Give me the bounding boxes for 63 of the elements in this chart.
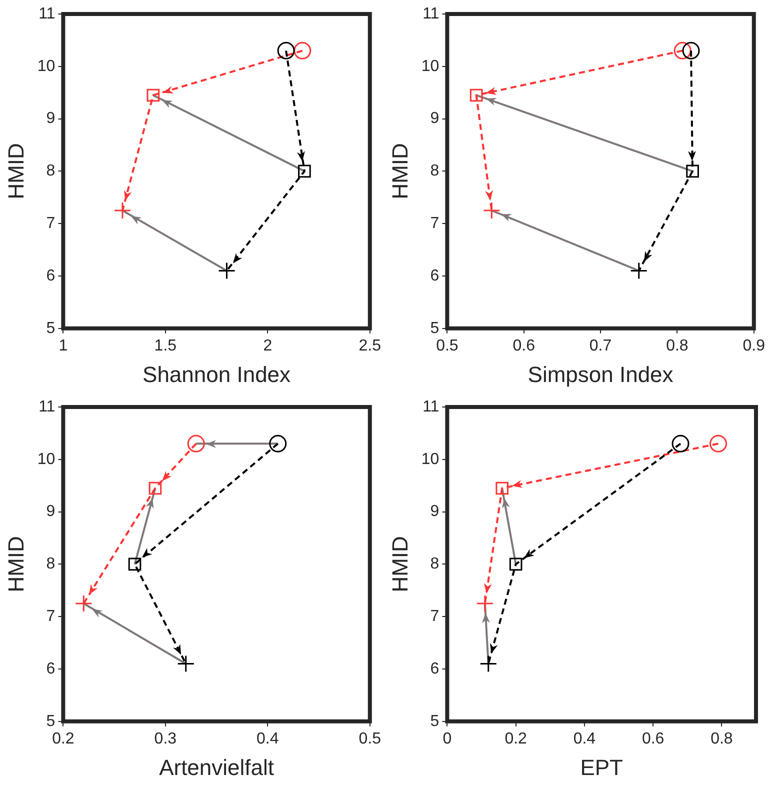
- y-tick-label: 9: [430, 110, 440, 128]
- y-tick-label: 5: [430, 712, 440, 730]
- x-tick-label: 2.5: [358, 337, 382, 354]
- y-tick-label: 5: [430, 320, 440, 337]
- y-tick-label: 7: [46, 215, 56, 232]
- y-tick-label: 10: [421, 450, 440, 468]
- y-axis-title: HMID: [3, 143, 28, 200]
- y-tick-label: 10: [421, 58, 440, 75]
- y-tick-label: 5: [46, 320, 56, 337]
- x-tick-label: 0.3: [154, 730, 177, 748]
- x-axis-title: Artenvielfalt: [159, 754, 274, 780]
- point: [672, 434, 690, 452]
- y-tick-label: 8: [46, 162, 56, 180]
- point: [294, 42, 312, 60]
- y-tick-label: 6: [430, 660, 440, 678]
- x-tick-label: 0.8: [666, 337, 688, 354]
- y-tick-label: 11: [38, 5, 56, 22]
- x-tick-label: 0: [442, 730, 452, 748]
- point: [674, 42, 692, 60]
- point: [710, 434, 728, 452]
- y-axis-title: HMID: [387, 536, 412, 592]
- y-tick-label: 10: [37, 450, 56, 468]
- point: [269, 434, 287, 452]
- x-tick-label: 0.7: [589, 337, 612, 354]
- y-tick-label: 11: [422, 5, 440, 22]
- point: [277, 42, 295, 60]
- y-tick-label: 6: [430, 267, 440, 284]
- y-tick-label: 7: [46, 608, 56, 626]
- x-tick-label: 0.2: [504, 730, 528, 748]
- x-tick-label: 2: [263, 337, 272, 354]
- y-tick-label: 8: [430, 556, 440, 573]
- y-tick-label: 6: [46, 267, 56, 284]
- x-axis-title: Simpson Index: [528, 362, 674, 387]
- x-tick-label: 0.4: [573, 730, 596, 748]
- x-tick-label: 0.5: [436, 337, 458, 354]
- point: [187, 434, 205, 452]
- x-tick-label: 1.5: [154, 337, 177, 354]
- y-tick-label: 8: [430, 162, 440, 180]
- y-axis-title: HMID: [387, 143, 412, 200]
- y-tick-label: 7: [430, 608, 440, 626]
- y-tick-label: 8: [46, 556, 56, 573]
- x-tick-label: 0.9: [742, 337, 766, 354]
- y-tick-label: 9: [430, 503, 440, 520]
- y-tick-label: 7: [430, 215, 440, 232]
- y-tick-label: 11: [38, 398, 56, 416]
- y-tick-label: 6: [46, 660, 56, 678]
- point: [682, 42, 700, 60]
- y-tick-label: 9: [46, 503, 56, 520]
- x-tick-label: 0.6: [512, 337, 536, 354]
- y-axis-title: HMID: [3, 536, 28, 592]
- y-tick-label: 5: [46, 712, 56, 730]
- x-axis-title: EPT: [580, 754, 623, 780]
- x-tick-label: 0.2: [52, 730, 74, 748]
- x-tick-label: 0.8: [710, 730, 733, 748]
- y-tick-label: 9: [46, 110, 56, 128]
- x-tick-label: 0.5: [358, 730, 382, 748]
- x-axis-title: Shannon Index: [142, 362, 291, 387]
- x-tick-label: 0.4: [256, 730, 279, 748]
- x-tick-label: 0.6: [642, 730, 664, 748]
- y-tick-label: 10: [37, 58, 56, 75]
- point: [74, 594, 92, 612]
- x-tick-label: 1: [58, 337, 68, 354]
- y-tick-label: 11: [422, 398, 440, 416]
